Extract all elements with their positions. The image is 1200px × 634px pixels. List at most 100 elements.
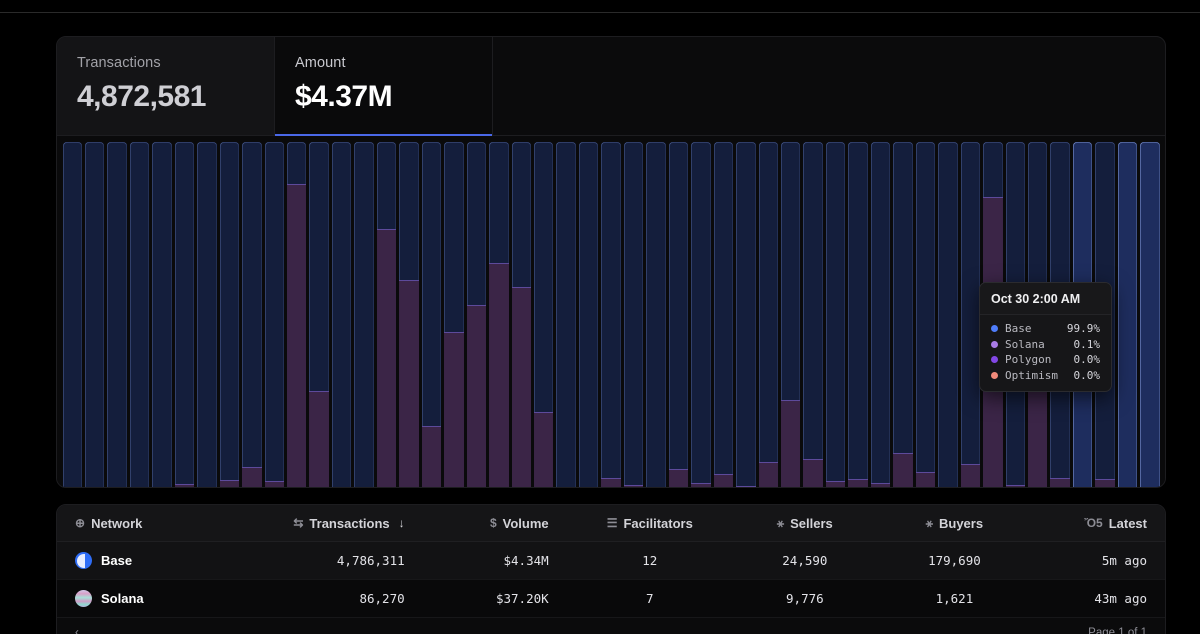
chart-bar[interactable] xyxy=(354,142,374,487)
table-row[interactable]: Solana 86,270 $37.20K 7 9,776 1,621 43m ago xyxy=(57,579,1165,618)
chart-bar[interactable] xyxy=(915,142,936,487)
chart-bar[interactable] xyxy=(219,142,240,487)
chart-bar-slot[interactable] xyxy=(353,142,375,487)
chart-bar[interactable] xyxy=(511,142,532,487)
chart-bar[interactable] xyxy=(287,142,307,487)
chart-bar[interactable] xyxy=(152,142,172,487)
chart-bar[interactable] xyxy=(556,142,576,487)
chart-bar-slot[interactable] xyxy=(173,142,195,487)
table-header-buyers[interactable]: ⚹ Buyers xyxy=(876,505,1032,542)
chart-bar[interactable] xyxy=(691,142,711,487)
chart-bar-slot[interactable] xyxy=(780,142,802,487)
chart-bar-slot[interactable] xyxy=(757,142,779,487)
table-header-network[interactable]: ⊕ Network xyxy=(57,505,246,542)
chart-bar-slot[interactable] xyxy=(151,142,173,487)
chart-bar-slot[interactable] xyxy=(735,142,757,487)
chart-bar-slot[interactable] xyxy=(577,142,599,487)
chart-bar-slot[interactable] xyxy=(443,142,465,487)
chart-bar-slot[interactable] xyxy=(241,142,263,487)
chart-bar-slot[interactable] xyxy=(892,142,914,487)
chart-bar-slot[interactable] xyxy=(420,142,442,487)
chart-bar[interactable] xyxy=(399,142,419,487)
pagination-prev[interactable]: ‹ xyxy=(75,627,79,634)
table-header-transactions[interactable]: ⇆ Transactions ↓ xyxy=(245,505,423,542)
chart-bar-slot[interactable] xyxy=(712,142,734,487)
chart-bar[interactable] xyxy=(534,142,554,487)
tooltip-series-name: Optimism xyxy=(1005,368,1058,382)
chart-bar-slot[interactable] xyxy=(959,142,981,487)
chart-bar-slot[interactable] xyxy=(914,142,936,487)
chart-bar-slot[interactable] xyxy=(533,142,555,487)
chart-bar-slot[interactable] xyxy=(847,142,869,487)
chart-bar[interactable] xyxy=(713,142,734,487)
chart-bar[interactable] xyxy=(668,142,689,487)
chart-bar[interactable] xyxy=(825,142,846,487)
chart-bar[interactable] xyxy=(938,142,958,487)
chart-bar[interactable] xyxy=(1140,142,1160,487)
chart-bar-slot[interactable] xyxy=(106,142,128,487)
chart-bar[interactable] xyxy=(781,142,801,487)
chart-bar[interactable] xyxy=(197,142,217,487)
chart-bar[interactable] xyxy=(893,142,913,487)
chart-bar[interactable] xyxy=(242,142,262,487)
chart-bar[interactable] xyxy=(444,142,464,487)
chart-bar-slot[interactable] xyxy=(802,142,824,487)
chart-bar-slot[interactable] xyxy=(488,142,510,487)
chart-bar-slot[interactable] xyxy=(263,142,285,487)
chart-bar[interactable] xyxy=(623,142,644,487)
chart-bar-slot[interactable] xyxy=(83,142,105,487)
chart-bar[interactable] xyxy=(848,142,868,487)
chart-bar[interactable] xyxy=(736,142,756,487)
chart-bar-slot[interactable] xyxy=(555,142,577,487)
chart-bar[interactable] xyxy=(331,142,352,487)
chart-bar-slot[interactable] xyxy=(61,142,83,487)
chart-bar-slot[interactable] xyxy=(286,142,308,487)
chart-bar-slot[interactable] xyxy=(622,142,644,487)
tab-transactions[interactable]: Transactions 4,872,581 xyxy=(57,37,275,135)
table-header-sellers[interactable]: ⚹ Sellers xyxy=(732,505,877,542)
chart-bar-slot[interactable] xyxy=(937,142,959,487)
chart-bar[interactable] xyxy=(870,142,891,487)
chart-bar-slot[interactable] xyxy=(824,142,846,487)
chart-bar[interactable] xyxy=(601,142,621,487)
chart-bar-slot[interactable] xyxy=(128,142,150,487)
chart-bar[interactable] xyxy=(758,142,778,487)
chart-bar[interactable] xyxy=(107,142,127,487)
chart-bar[interactable] xyxy=(376,142,397,487)
chart-bar[interactable] xyxy=(1117,142,1138,487)
chart-bar[interactable] xyxy=(489,142,509,487)
chart-bar-slot[interactable] xyxy=(869,142,891,487)
chart-bar[interactable] xyxy=(309,142,329,487)
table-row[interactable]: Base 4,786,311 $4.34M 12 24,590 179,690 5m ago xyxy=(57,541,1165,580)
chart-bar[interactable] xyxy=(466,142,487,487)
chart-bar-slot[interactable] xyxy=(375,142,397,487)
chart-bar[interactable] xyxy=(264,142,285,487)
chart-bar-slot[interactable] xyxy=(510,142,532,487)
chart-bar[interactable] xyxy=(174,142,195,487)
chart-bar[interactable] xyxy=(646,142,666,487)
chart-bar-slot[interactable] xyxy=(645,142,667,487)
chart-bar-slot[interactable] xyxy=(667,142,689,487)
chart-bar[interactable] xyxy=(578,142,599,487)
chart-bar-slot[interactable] xyxy=(308,142,330,487)
table-header-facilitators[interactable]: ☰ Facilitators xyxy=(566,505,733,542)
chart-bar-slot[interactable] xyxy=(196,142,218,487)
tab-amount[interactable]: Amount $4.37M xyxy=(275,37,493,136)
chart-bar-slot[interactable] xyxy=(600,142,622,487)
table-header-latest[interactable]: Ὄ5 Latest xyxy=(1031,505,1165,542)
chart-bar[interactable] xyxy=(803,142,823,487)
chart-bar[interactable] xyxy=(129,142,150,487)
chart-bar-slot[interactable] xyxy=(1116,142,1138,487)
chart-bar-slot[interactable] xyxy=(398,142,420,487)
chart-bar[interactable] xyxy=(62,142,82,487)
chart-bar-slot[interactable] xyxy=(1139,142,1161,487)
chart-bar[interactable] xyxy=(421,142,442,487)
chart-bar[interactable] xyxy=(960,142,981,487)
chart-bar-slot[interactable] xyxy=(690,142,712,487)
chart-bar-segment-purple xyxy=(736,486,756,487)
chart-bar-slot[interactable] xyxy=(218,142,240,487)
chart-bar-slot[interactable] xyxy=(330,142,352,487)
table-header-volume[interactable]: $ Volume xyxy=(422,505,567,542)
chart-bar[interactable] xyxy=(84,142,105,487)
chart-bar-slot[interactable] xyxy=(465,142,487,487)
